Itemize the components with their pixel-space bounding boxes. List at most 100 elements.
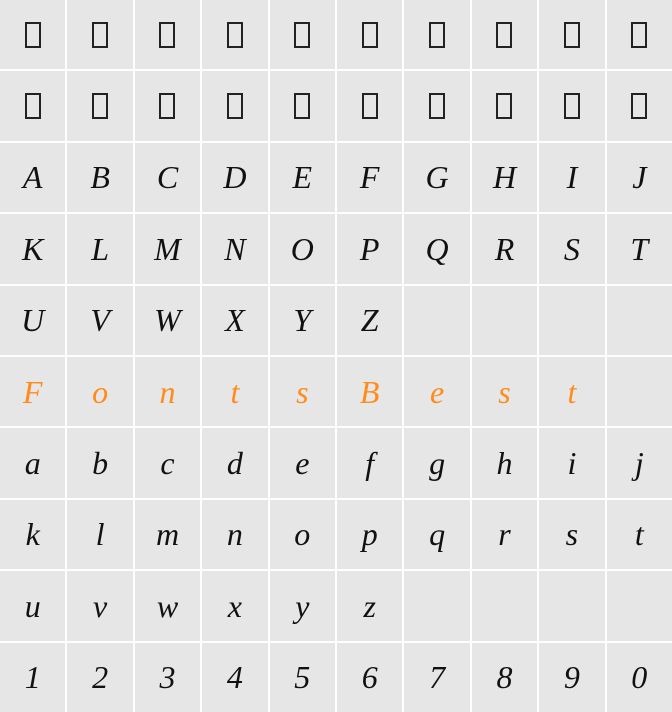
glyph-cell: E xyxy=(270,143,335,212)
glyph-cell: X xyxy=(202,286,267,355)
glyph-cell xyxy=(0,71,65,140)
glyph-cell: T xyxy=(607,214,672,283)
glyph-cell: u xyxy=(0,571,65,640)
glyph-cell: t xyxy=(202,357,267,426)
glyph-cell: F xyxy=(0,357,65,426)
glyph-cell: s xyxy=(270,357,335,426)
glyph-cell xyxy=(67,71,132,140)
placeholder-box-glyph xyxy=(496,93,512,119)
glyph-cell xyxy=(135,71,200,140)
placeholder-box-glyph xyxy=(429,22,445,48)
placeholder-box-glyph xyxy=(92,93,108,119)
placeholder-box-glyph xyxy=(227,22,243,48)
glyph-cell xyxy=(539,286,604,355)
glyph-cell: a xyxy=(0,428,65,497)
placeholder-box-glyph xyxy=(631,93,647,119)
glyph-cell xyxy=(539,71,604,140)
placeholder-box-glyph xyxy=(362,22,378,48)
glyph-cell: Z xyxy=(337,286,402,355)
placeholder-box-glyph xyxy=(429,93,445,119)
glyph-cell: t xyxy=(539,357,604,426)
placeholder-box-glyph xyxy=(159,22,175,48)
placeholder-box-glyph xyxy=(92,22,108,48)
placeholder-box-glyph xyxy=(564,93,580,119)
glyph-cell xyxy=(270,71,335,140)
glyph-cell: S xyxy=(539,214,604,283)
glyph-cell: 6 xyxy=(337,643,402,712)
glyph-cell: s xyxy=(539,500,604,569)
glyph-cell: 7 xyxy=(404,643,469,712)
placeholder-box-glyph xyxy=(25,93,41,119)
glyph-cell: j xyxy=(607,428,672,497)
glyph-cell: P xyxy=(337,214,402,283)
glyph-cell: n xyxy=(202,500,267,569)
glyph-cell: p xyxy=(337,500,402,569)
glyph-cell: 0 xyxy=(607,643,672,712)
glyph-cell: n xyxy=(135,357,200,426)
glyph-cell: o xyxy=(270,500,335,569)
glyph-cell: d xyxy=(202,428,267,497)
glyph-cell xyxy=(472,71,537,140)
glyph-cell: F xyxy=(337,143,402,212)
glyph-cell: R xyxy=(472,214,537,283)
placeholder-box-glyph xyxy=(294,93,310,119)
glyph-cell: 2 xyxy=(67,643,132,712)
placeholder-box-glyph xyxy=(564,22,580,48)
placeholder-box-glyph xyxy=(25,22,41,48)
glyph-cell: b xyxy=(67,428,132,497)
glyph-cell: f xyxy=(337,428,402,497)
glyph-cell: K xyxy=(0,214,65,283)
glyph-cell: t xyxy=(607,500,672,569)
glyph-cell: A xyxy=(0,143,65,212)
glyph-cell: 1 xyxy=(0,643,65,712)
glyph-cell xyxy=(539,0,604,69)
glyph-cell: B xyxy=(337,357,402,426)
placeholder-box-glyph xyxy=(496,22,512,48)
glyph-cell: O xyxy=(270,214,335,283)
placeholder-box-glyph xyxy=(227,93,243,119)
glyph-cell: y xyxy=(270,571,335,640)
glyph-cell: i xyxy=(539,428,604,497)
glyph-cell: N xyxy=(202,214,267,283)
placeholder-box-glyph xyxy=(294,22,310,48)
glyph-cell xyxy=(404,286,469,355)
glyph-cell: I xyxy=(539,143,604,212)
glyph-cell: s xyxy=(472,357,537,426)
glyph-cell xyxy=(472,571,537,640)
glyph-cell: V xyxy=(67,286,132,355)
glyph-cell xyxy=(202,71,267,140)
glyph-cell: k xyxy=(0,500,65,569)
glyph-cell: x xyxy=(202,571,267,640)
glyph-cell xyxy=(135,0,200,69)
glyph-cell xyxy=(607,357,672,426)
glyph-cell xyxy=(539,571,604,640)
glyph-cell xyxy=(202,0,267,69)
glyph-cell xyxy=(472,0,537,69)
glyph-cell xyxy=(337,0,402,69)
glyph-cell: W xyxy=(135,286,200,355)
glyph-cell xyxy=(607,571,672,640)
glyph-cell: w xyxy=(135,571,200,640)
glyph-cell: o xyxy=(67,357,132,426)
placeholder-box-glyph xyxy=(362,93,378,119)
glyph-cell: H xyxy=(472,143,537,212)
glyph-cell: l xyxy=(67,500,132,569)
glyph-cell xyxy=(404,571,469,640)
glyph-cell: 5 xyxy=(270,643,335,712)
glyph-cell: 4 xyxy=(202,643,267,712)
glyph-cell: q xyxy=(404,500,469,569)
glyph-cell xyxy=(404,71,469,140)
glyph-cell: Q xyxy=(404,214,469,283)
glyph-cell: 9 xyxy=(539,643,604,712)
glyph-cell xyxy=(404,0,469,69)
glyph-cell: Y xyxy=(270,286,335,355)
glyph-cell: v xyxy=(67,571,132,640)
glyph-cell xyxy=(270,0,335,69)
glyph-cell: 3 xyxy=(135,643,200,712)
glyph-cell: D xyxy=(202,143,267,212)
glyph-cell xyxy=(67,0,132,69)
placeholder-box-glyph xyxy=(159,93,175,119)
glyph-cell: e xyxy=(404,357,469,426)
glyph-cell: h xyxy=(472,428,537,497)
glyph-cell: g xyxy=(404,428,469,497)
